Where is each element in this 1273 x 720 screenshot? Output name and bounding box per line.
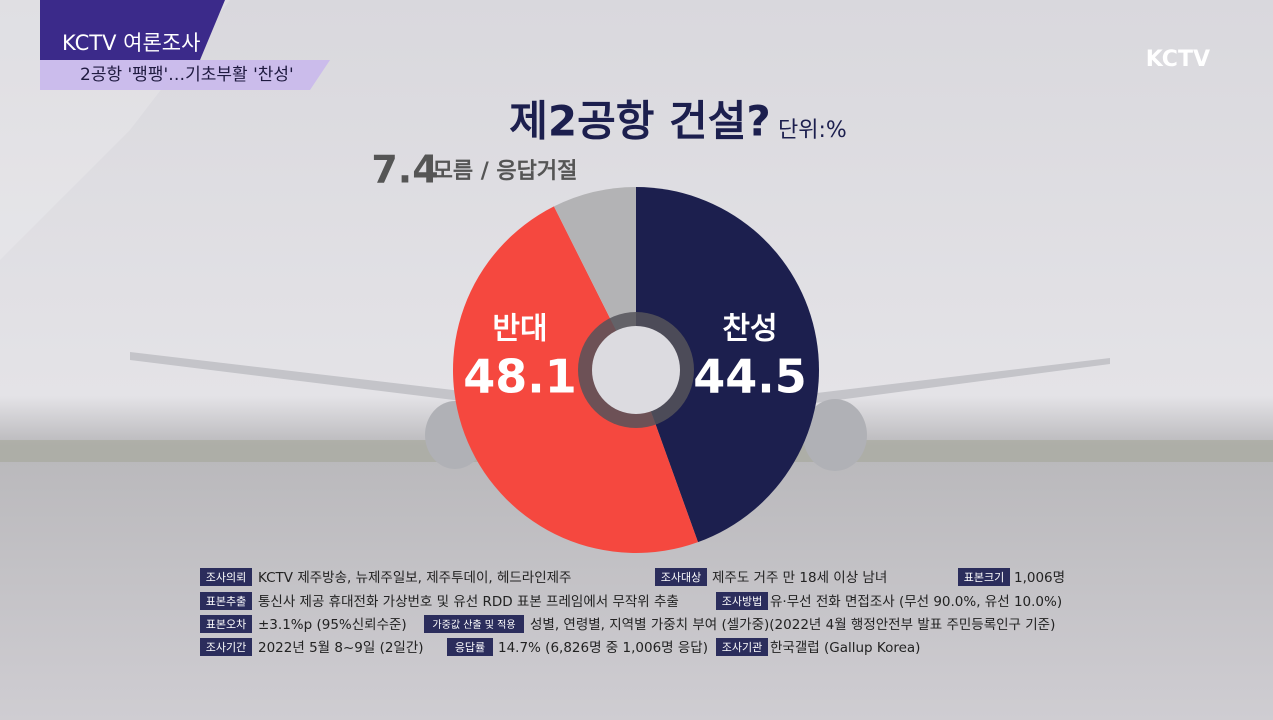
info-label-box	[958, 568, 1010, 586]
logo: KCTV	[1146, 47, 1210, 72]
info-label: 조사방법	[722, 595, 762, 608]
info-label: 표본오차	[206, 618, 246, 631]
info-text: 14.7% (6,826명 중 1,006명 응답)	[498, 640, 708, 656]
info-label-box	[716, 592, 768, 610]
slice-label: 모름 / 응답거절	[433, 159, 578, 184]
slice-label: 반대	[492, 312, 547, 347]
info-label-box	[716, 638, 768, 656]
info-text: 2022년 5월 8~9일 (2일간)	[258, 640, 424, 656]
slice-value: 48.1	[463, 350, 577, 404]
donut-hole	[592, 326, 680, 414]
info-label: 조사기간	[206, 641, 246, 654]
headline-band	[40, 60, 330, 90]
info-label-box	[447, 638, 493, 656]
info-label-box	[200, 592, 252, 610]
engine-right	[803, 399, 867, 471]
pie-slice	[453, 206, 698, 553]
info-text: KCTV 제주방송, 뉴제주일보, 제주투데이, 헤드라인제주	[258, 570, 571, 586]
info-label: 표본크기	[964, 571, 1004, 584]
chart-subtitle: 단위:%	[778, 118, 847, 143]
info-label-box	[424, 615, 524, 633]
info-text: 성별, 연령별, 지역별 가중치 부여 (셀가중)(2022년 4월 행정안전부…	[530, 617, 1055, 633]
wing-right	[800, 358, 1110, 405]
info-text: 한국갤럽 (Gallup Korea)	[770, 640, 920, 656]
info-label-box	[200, 638, 252, 656]
info-label: 조사의뢰	[206, 571, 246, 584]
program-title: KCTV 여론조사	[62, 31, 200, 55]
slice-value: 44.5	[693, 350, 807, 404]
info-text: 제주도 거주 만 18세 이상 남녀	[712, 570, 887, 586]
info-label-box	[200, 568, 252, 586]
info-text: 1,006명	[1014, 570, 1065, 586]
info-label: 응답률	[455, 641, 485, 654]
wing-left	[130, 352, 470, 402]
info-label: 가중값 산출 및 적용	[432, 619, 515, 631]
info-label-box	[200, 615, 252, 633]
slice-label: 찬성	[722, 312, 777, 347]
info-label: 표본추출	[206, 595, 246, 608]
headline: 2공항 '팽팽'…기초부활 '찬성'	[80, 65, 294, 85]
survey-info: 조사의뢰 KCTV 제주방송, 뉴제주일보, 제주투데이, 헤드라인제주 조사대상 제…	[200, 568, 1065, 656]
info-text: 유·무선 전화 면접조사 (무선 90.0%, 유선 10.0%)	[770, 594, 1062, 610]
header-band	[40, 0, 225, 60]
chart-title: 제2공항 건설?	[509, 97, 770, 146]
pie-slice	[636, 187, 819, 543]
info-text: ±3.1%p (95%신뢰수준)	[258, 617, 407, 633]
info-text: 통신사 제공 휴대전화 가상번호 및 유선 RDD 표본 프레임에서 무작위 추…	[258, 594, 679, 610]
slice-value: 7.4	[371, 148, 438, 192]
info-label: 조사대상	[661, 571, 701, 584]
info-label: 조사기관	[722, 641, 762, 654]
info-label-box	[655, 568, 707, 586]
